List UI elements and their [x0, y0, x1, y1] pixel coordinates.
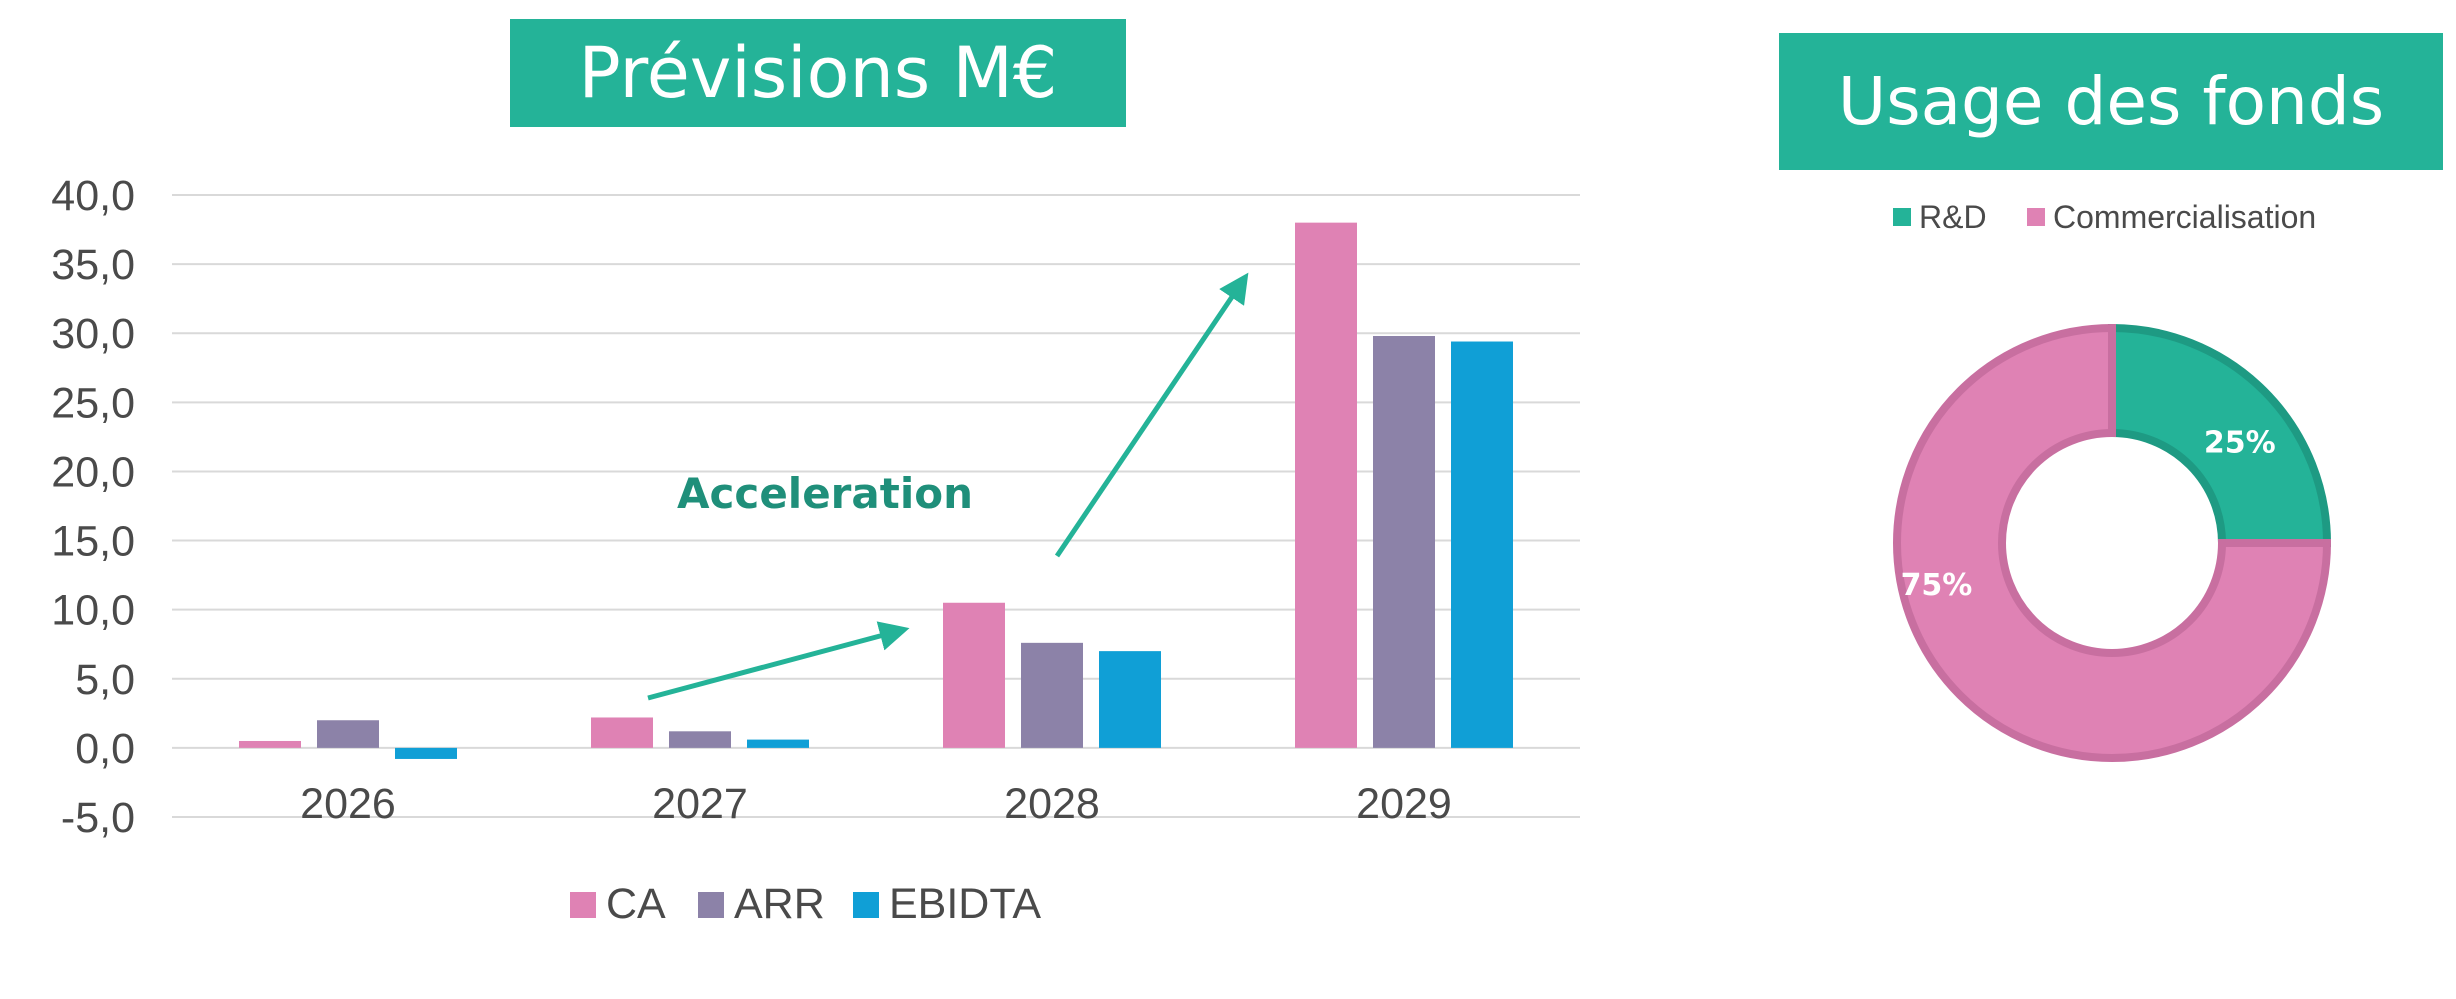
bar-ebidta-2027: [747, 739, 809, 748]
donut-legend-swatch-0: [1893, 208, 1911, 226]
bar-chart-title: Prévisions M€: [510, 19, 1126, 127]
legend-label-arr: ARR: [734, 880, 825, 928]
bar-arr-2028: [1021, 642, 1083, 748]
bar-arr-2027: [669, 731, 731, 748]
donut-value-label: 25%: [2204, 426, 2276, 461]
y-tick-label: 15,0: [51, 518, 135, 566]
x-category-label: 2026: [300, 780, 396, 828]
bar-ebidta-2028: [1099, 651, 1161, 748]
y-tick-label: 35,0: [51, 241, 135, 289]
y-tick-label: 20,0: [51, 448, 135, 496]
bar-ebidta-2026: [395, 747, 457, 759]
y-tick-label: 30,0: [51, 310, 135, 358]
bar-ca-2026: [239, 740, 301, 748]
legend-label-ebidta: EBIDTA: [889, 880, 1041, 928]
bar-ca-2027: [591, 717, 653, 748]
x-category-label: 2029: [1356, 780, 1452, 828]
legend-swatch-ca: [570, 892, 596, 918]
bar-arr-2026: [317, 720, 379, 748]
y-tick-label: 25,0: [51, 379, 135, 427]
legend-label-ca: CA: [606, 880, 666, 928]
y-tick-label: 5,0: [75, 656, 135, 704]
y-tick-label: 10,0: [51, 587, 135, 635]
donut-value-label: 75%: [1901, 568, 1973, 603]
legend-swatch-ebidta: [853, 892, 879, 918]
y-tick-label: -5,0: [61, 794, 135, 842]
donut-chart-title: Usage des fonds: [1779, 33, 2443, 170]
donut-slice-commercialisation: [1893, 323, 2332, 762]
bar-ebidta-2029: [1451, 341, 1513, 748]
x-category-label: 2027: [652, 780, 748, 828]
donut-legend-label-1: Commercialisation: [2053, 199, 2316, 235]
bar-ca-2029: [1295, 222, 1357, 748]
donut-legend-swatch-1: [2027, 208, 2045, 226]
x-category-label: 2028: [1004, 780, 1100, 828]
y-tick-label: 40,0: [51, 172, 135, 220]
donut-slice-rnd: [2108, 323, 2332, 547]
bar-ca-2028: [943, 602, 1005, 748]
acceleration-arrow-2: [1054, 272, 1249, 558]
y-tick-label: 0,0: [75, 725, 135, 773]
donut-legend-label-0: R&D: [1919, 199, 1987, 235]
legend-swatch-arr: [698, 892, 724, 918]
acceleration-annotation: Acceleration: [677, 469, 973, 518]
bar-arr-2029: [1373, 335, 1435, 748]
acceleration-arrow-1: [647, 621, 910, 701]
